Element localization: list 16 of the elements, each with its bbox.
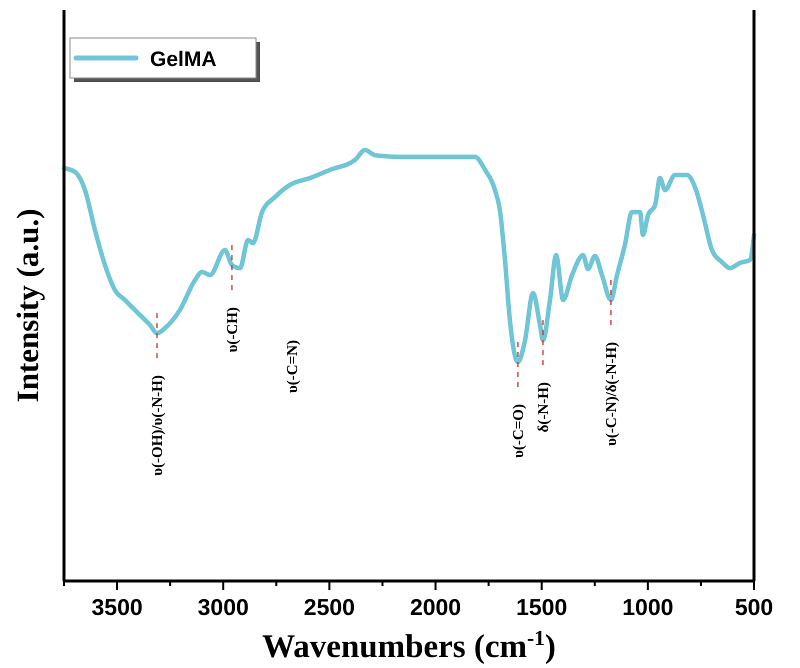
annotation: υ(-C=N) — [285, 340, 301, 393]
x-tick-label: 2500 — [304, 594, 355, 620]
x-tick-label: 2000 — [410, 594, 462, 620]
x-axis-title: Wavenumbers (cm$^{-1}$) — [262, 626, 556, 665]
x-tick-label: 1000 — [622, 594, 674, 620]
annotation: δ(-N-H) — [536, 382, 552, 432]
y-axis-title: Intensity (a.u.) — [10, 208, 45, 402]
annotation: υ(-C-N)/δ(-N-H) — [604, 342, 620, 446]
x-tick-label: 3500 — [91, 594, 143, 620]
x-tick-label: 500 — [734, 594, 774, 620]
annotation: υ(-C=O) — [510, 404, 527, 458]
legend-label: GelMA — [150, 48, 217, 71]
annotation: υ(-CH) — [224, 307, 241, 352]
annotation: υ(-OH)/υ(-N-H) — [150, 375, 166, 476]
x-tick-label: 3000 — [198, 594, 249, 620]
x-tick-label: 1500 — [516, 594, 568, 620]
